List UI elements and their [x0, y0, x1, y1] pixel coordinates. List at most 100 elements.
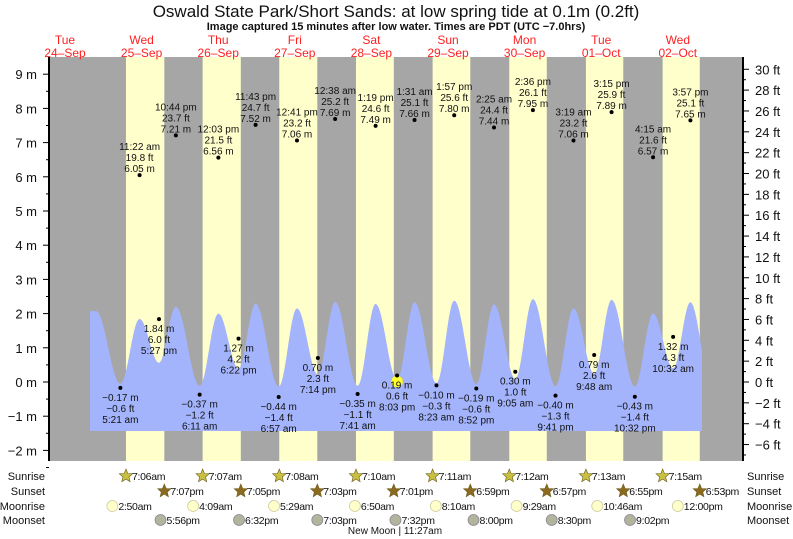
low-tide-point	[197, 392, 202, 397]
sunset-icon	[233, 483, 249, 498]
high-tide-metres: 7.89 m	[596, 101, 627, 112]
day-label-date: 25–Sep	[121, 46, 163, 60]
moonrise-time: 4:09am	[199, 501, 233, 513]
low-tide-time: 6:11 am	[182, 422, 217, 433]
low-tide-time: 10:32 pm	[614, 424, 656, 435]
high-tide-point	[530, 108, 535, 113]
high-tide-metres: 7.80 m	[439, 104, 470, 115]
low-tide-metres: 0.19 m	[382, 381, 413, 392]
sunrise-time: 7:11am	[439, 471, 472, 483]
chart-subtitle: Image captured 15 minutes after low wate…	[207, 21, 586, 33]
low-tide-feet: −0.6 ft	[106, 404, 134, 415]
sunrise-icon	[501, 468, 517, 483]
low-tide-metres: 1.84 m	[144, 324, 175, 335]
high-tide-time: 12:03 pm	[198, 125, 240, 136]
sunset-time: 6:59pm	[476, 486, 510, 498]
moonrise-time: 8:10am	[442, 501, 476, 513]
day-label-dow: Sun	[437, 33, 458, 47]
moonrise-icon	[187, 500, 200, 512]
row-label-right: Sunrise	[747, 471, 784, 483]
moonrise-icon	[106, 500, 119, 512]
high-tide-feet: 25.1 ft	[677, 98, 705, 109]
right-axis-label: −4 ft	[755, 417, 781, 432]
low-tide-feet: 6.0 ft	[148, 335, 170, 346]
row-label-right: Moonset	[747, 515, 789, 527]
low-tide-point	[434, 383, 439, 388]
right-axis-label: 16 ft	[755, 208, 781, 223]
day-label-dow: Tue	[55, 33, 76, 47]
high-tide-time: 11:43 pm	[235, 92, 276, 103]
moonset-time: 8:00pm	[480, 515, 514, 527]
moonset-icon	[389, 514, 402, 526]
high-tide-point	[173, 133, 178, 138]
low-tide-metres: −0.19 m	[458, 393, 494, 404]
right-axis-label: −2 ft	[755, 396, 781, 411]
low-tide-metres: −0.17 m	[102, 393, 138, 404]
moonrise-time: 5:29am	[280, 501, 314, 513]
day-label-date: 26–Sep	[198, 46, 240, 60]
low-tide-feet: 2.3 ft	[307, 374, 329, 385]
high-tide-point	[688, 118, 693, 123]
low-tide-time: 7:14 pm	[300, 385, 336, 396]
sunrise-icon	[655, 468, 671, 483]
low-tide-feet: −1.4 ft	[621, 413, 649, 424]
high-tide-feet: 23.2 ft	[560, 119, 588, 130]
moonrise-time: 12:00pm	[684, 501, 723, 513]
moonrise-icon	[671, 500, 684, 512]
moonrise-icon	[591, 500, 604, 512]
sunset-time: 7:03pm	[323, 486, 357, 498]
left-axis-label: −1 m	[8, 409, 37, 424]
sunrise-time: 7:08am	[285, 471, 319, 483]
sunset-time: 7:01pm	[400, 486, 434, 498]
day-label-date: 27–Sep	[274, 46, 316, 60]
low-tide-point	[276, 395, 281, 400]
right-axis-label: 6 ft	[755, 312, 773, 327]
sunset-icon	[156, 483, 172, 498]
high-tide-metres: 7.52 m	[240, 114, 271, 125]
high-tide-time: 12:41 pm	[276, 108, 318, 119]
high-tide-time: 4:15 am	[635, 124, 671, 135]
low-tide-time: 9:48 am	[576, 382, 612, 393]
low-tide-time: 8:52 pm	[458, 415, 494, 426]
sunrise-time: 7:07am	[209, 471, 243, 483]
low-tide-time: 9:41 pm	[537, 423, 573, 434]
low-tide-feet: 4.2 ft	[227, 355, 249, 366]
high-tide-metres: 7.66 m	[399, 109, 430, 120]
low-tide-metres: −0.40 m	[537, 401, 573, 412]
right-axis-label: 30 ft	[755, 62, 781, 77]
high-tide-point	[609, 110, 614, 115]
moonset-time: 8:30pm	[558, 515, 592, 527]
row-label-left: Sunrise	[8, 471, 45, 483]
low-tide-metres: −0.10 m	[418, 390, 454, 401]
row-label-right: Sunset	[747, 486, 781, 498]
sunrise-time: 7:12am	[515, 471, 549, 483]
high-tide-feet: 25.6 ft	[440, 93, 468, 104]
right-axis-label: 4 ft	[755, 333, 773, 348]
high-tide-feet: 25.1 ft	[401, 98, 429, 109]
high-tide-time: 3:19 am	[555, 108, 591, 119]
high-tide-time: 1:19 pm	[358, 93, 394, 104]
row-label-left: Sunset	[11, 486, 45, 498]
high-tide-point	[333, 117, 338, 122]
sunset-icon	[539, 483, 555, 498]
sunrise-time: 7:15am	[669, 471, 703, 483]
low-tide-time: 7:41 am	[340, 421, 376, 432]
high-tide-metres: 7.06 m	[282, 130, 313, 141]
sunrise-icon	[271, 468, 287, 483]
low-tide-feet: 2.6 ft	[583, 371, 605, 382]
right-axis-label: 0 ft	[755, 375, 773, 390]
high-tide-time: 1:31 am	[396, 87, 432, 98]
moonset-time: 7:32pm	[401, 515, 435, 527]
high-tide-point	[492, 125, 497, 130]
low-tide-metres: 1.32 m	[658, 342, 689, 353]
left-axis-label: 7 m	[15, 136, 37, 151]
row-label-right: Moonrise	[747, 501, 792, 513]
moonrise-time: 2:50am	[118, 501, 152, 513]
sunset-time: 7:07pm	[170, 486, 204, 498]
low-tide-time: 8:03 pm	[379, 403, 415, 414]
sunset-icon	[309, 483, 325, 498]
left-axis-label: 2 m	[15, 307, 37, 322]
high-tide-time: 1:57 pm	[436, 82, 472, 93]
day-label-date: 24–Sep	[44, 46, 86, 60]
